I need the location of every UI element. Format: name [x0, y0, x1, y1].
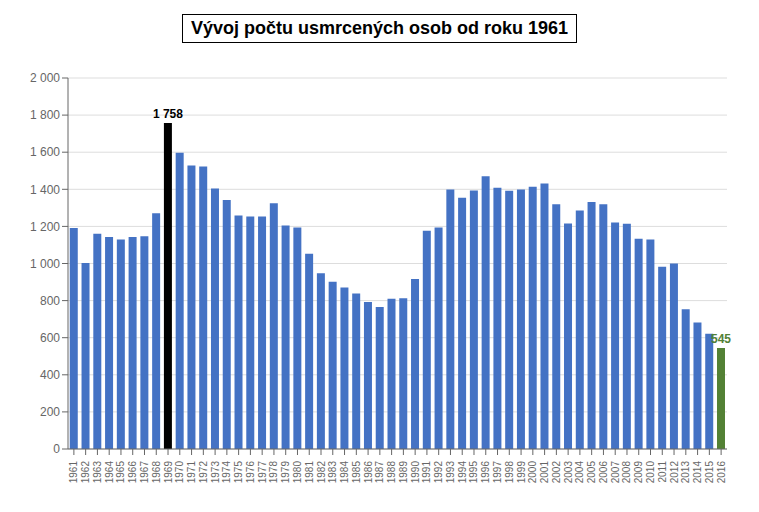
svg-text:1 200: 1 200: [30, 220, 60, 234]
svg-text:2016: 2016: [716, 461, 727, 484]
svg-text:1979: 1979: [280, 461, 291, 484]
svg-text:1989: 1989: [398, 461, 409, 484]
svg-text:2002: 2002: [551, 461, 562, 484]
svg-text:2006: 2006: [598, 461, 609, 484]
svg-text:1993: 1993: [445, 461, 456, 484]
svg-text:1986: 1986: [363, 461, 374, 484]
svg-text:1980: 1980: [292, 461, 303, 484]
svg-text:1961: 1961: [68, 461, 79, 484]
svg-text:2008: 2008: [621, 461, 632, 484]
svg-text:1971: 1971: [186, 461, 197, 484]
svg-text:400: 400: [40, 368, 60, 382]
svg-text:1999: 1999: [516, 461, 527, 484]
svg-text:2003: 2003: [563, 461, 574, 484]
svg-text:0: 0: [53, 442, 60, 456]
svg-text:800: 800: [40, 294, 60, 308]
svg-text:1982: 1982: [316, 461, 327, 484]
svg-text:1970: 1970: [174, 461, 185, 484]
svg-text:2000: 2000: [527, 461, 538, 484]
svg-text:1974: 1974: [221, 461, 232, 484]
svg-text:2001: 2001: [539, 461, 550, 484]
svg-text:545: 545: [711, 332, 731, 346]
svg-text:200: 200: [40, 405, 60, 419]
svg-text:1997: 1997: [492, 461, 503, 484]
svg-text:1 758: 1 758: [153, 107, 183, 121]
svg-text:1987: 1987: [374, 461, 385, 484]
svg-text:1975: 1975: [233, 461, 244, 484]
svg-text:2007: 2007: [610, 461, 621, 484]
svg-text:1992: 1992: [433, 461, 444, 484]
svg-text:1977: 1977: [257, 461, 268, 484]
svg-text:1972: 1972: [198, 461, 209, 484]
svg-text:2009: 2009: [633, 461, 644, 484]
svg-text:1 400: 1 400: [30, 183, 60, 197]
svg-text:1978: 1978: [268, 461, 279, 484]
svg-text:1973: 1973: [210, 461, 221, 484]
svg-text:2 000: 2 000: [30, 71, 60, 85]
svg-text:1969: 1969: [163, 461, 174, 484]
svg-text:1984: 1984: [339, 461, 350, 484]
svg-text:2011: 2011: [657, 461, 668, 483]
svg-text:1976: 1976: [245, 461, 256, 484]
svg-text:2015: 2015: [704, 461, 715, 484]
svg-text:2010: 2010: [645, 461, 656, 484]
svg-text:1990: 1990: [410, 461, 421, 484]
svg-text:1994: 1994: [457, 461, 468, 484]
svg-text:1967: 1967: [139, 461, 150, 484]
svg-text:1962: 1962: [80, 461, 91, 484]
svg-text:1991: 1991: [421, 461, 432, 484]
svg-text:1981: 1981: [304, 461, 315, 484]
svg-text:2013: 2013: [680, 461, 691, 484]
svg-text:1966: 1966: [127, 461, 138, 484]
svg-text:2012: 2012: [669, 461, 680, 484]
html-text:Vývoj počtu usmrcených osob od: Vývoj počtu usmrcených osob od roku 1961: [190, 18, 568, 38]
svg-text:1998: 1998: [504, 461, 515, 484]
svg-text:1988: 1988: [386, 461, 397, 484]
svg-text:1 600: 1 600: [30, 145, 60, 159]
svg-text:1996: 1996: [480, 461, 491, 484]
svg-text:1995: 1995: [468, 461, 479, 484]
svg-text:2014: 2014: [692, 461, 703, 484]
svg-text:1983: 1983: [327, 461, 338, 484]
svg-text:1964: 1964: [104, 461, 115, 484]
svg-text:1 000: 1 000: [30, 257, 60, 271]
svg-text:1963: 1963: [92, 461, 103, 484]
svg-text:2004: 2004: [574, 461, 585, 484]
svg-text:1 800: 1 800: [30, 108, 60, 122]
svg-text:600: 600: [40, 331, 60, 345]
svg-text:1965: 1965: [115, 461, 126, 484]
svg-text:2005: 2005: [586, 461, 597, 484]
svg-text:1985: 1985: [351, 461, 362, 484]
svg-text:1968: 1968: [151, 461, 162, 484]
